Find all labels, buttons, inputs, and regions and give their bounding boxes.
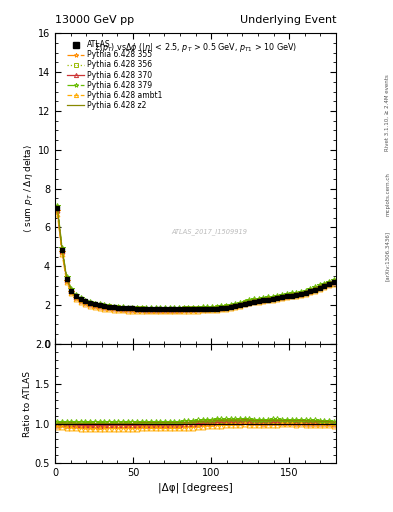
Line: Pythia 6.428 356: Pythia 6.428 356 [55,205,336,311]
Pythia 6.428 z2 [331,278,336,284]
Pythia 6.428 356 [135,305,140,311]
Pythia 6.428 379 [135,305,140,311]
Pythia 6.428 ambt1 [135,308,140,314]
Pythia 6.428 ambt1 [233,304,238,310]
Pythia 6.428 ambt1 [331,281,336,287]
Pythia 6.428 379 [153,305,158,311]
ATLAS [135,306,140,312]
Pythia 6.428 z2 [149,306,153,312]
Pythia 6.428 370 [149,307,153,313]
Pythia 6.428 z2 [139,306,144,312]
Text: $\Sigma(p_T)$ vs$\Delta\phi$ ($|\eta|$ < 2.5, $p_T$ > 0.5 GeV, $p_{T1}$ > 10 GeV: $\Sigma(p_T)$ vs$\Delta\phi$ ($|\eta|$ <… [94,41,297,54]
Pythia 6.428 ambt1 [102,306,107,312]
ATLAS [125,305,130,311]
ATLAS [149,306,153,312]
Y-axis label: $\langle$ sum $p_T$ / $\Delta\eta$ delta$\rangle$: $\langle$ sum $p_T$ / $\Delta\eta$ delta… [22,144,35,233]
Pythia 6.428 370 [153,307,158,313]
Pythia 6.428 370 [125,306,130,312]
Pythia 6.428 379 [233,301,238,307]
Pythia 6.428 370 [233,302,238,308]
Pythia 6.428 356 [149,306,153,312]
Pythia 6.428 355 [55,208,60,214]
Pythia 6.428 355 [233,303,238,309]
ATLAS [102,303,107,309]
Pythia 6.428 355 [144,307,149,313]
Pythia 6.428 356 [153,306,158,312]
Line: Pythia 6.428 370: Pythia 6.428 370 [55,207,336,312]
Pythia 6.428 ambt1 [125,307,130,313]
ATLAS [153,306,158,312]
Pythia 6.428 379 [144,305,149,311]
Line: Pythia 6.428 355: Pythia 6.428 355 [55,208,336,313]
Pythia 6.428 356 [331,279,336,285]
Pythia 6.428 370 [102,304,107,310]
Pythia 6.428 379 [149,305,153,311]
Pythia 6.428 379 [55,203,60,209]
Pythia 6.428 z2 [125,305,130,311]
Text: [arXiv:1306.3436]: [arXiv:1306.3436] [385,231,390,281]
Pythia 6.428 356 [55,204,60,210]
Pythia 6.428 379 [125,305,130,311]
Pythia 6.428 370 [331,279,336,285]
Text: 13000 GeV pp: 13000 GeV pp [55,14,134,25]
Pythia 6.428 379 [331,277,336,283]
Pythia 6.428 379 [102,303,107,309]
Line: Pythia 6.428 379: Pythia 6.428 379 [55,203,336,311]
ATLAS [331,279,336,285]
Pythia 6.428 370 [55,207,60,213]
Pythia 6.428 z2 [55,205,60,211]
ATLAS [55,205,60,211]
Line: Pythia 6.428 ambt1: Pythia 6.428 ambt1 [55,211,336,313]
Pythia 6.428 ambt1 [153,308,158,314]
Line: Pythia 6.428 z2: Pythia 6.428 z2 [57,208,334,309]
Pythia 6.428 356 [233,302,238,308]
Pythia 6.428 355 [102,304,107,310]
Pythia 6.428 355 [153,307,158,313]
Pythia 6.428 ambt1 [55,211,60,217]
Legend: ATLAS, Pythia 6.428 355, Pythia 6.428 356, Pythia 6.428 370, Pythia 6.428 379, P: ATLAS, Pythia 6.428 355, Pythia 6.428 35… [67,40,162,110]
ATLAS [233,303,238,309]
Pythia 6.428 z2 [102,303,107,309]
Y-axis label: Ratio to ATLAS: Ratio to ATLAS [23,371,32,437]
Line: ATLAS: ATLAS [55,206,336,311]
Pythia 6.428 z2 [153,306,158,312]
Pythia 6.428 355 [135,307,140,313]
Pythia 6.428 z2 [135,305,140,311]
Pythia 6.428 ambt1 [149,308,153,314]
ATLAS [144,306,149,312]
Text: Rivet 3.1.10, ≥ 2.4M events: Rivet 3.1.10, ≥ 2.4M events [385,74,390,151]
Pythia 6.428 355 [149,307,153,313]
Text: mcplots.cern.ch: mcplots.cern.ch [385,173,390,217]
Text: ATLAS_2017_I1509919: ATLAS_2017_I1509919 [172,229,248,236]
Pythia 6.428 370 [135,306,140,312]
Pythia 6.428 ambt1 [144,308,149,314]
Pythia 6.428 356 [144,306,149,312]
Pythia 6.428 370 [144,307,149,313]
Pythia 6.428 z2 [233,302,238,308]
Pythia 6.428 355 [331,279,336,285]
Pythia 6.428 355 [125,306,130,312]
Pythia 6.428 356 [125,305,130,311]
Pythia 6.428 356 [102,303,107,309]
X-axis label: |Δφ| [degrees]: |Δφ| [degrees] [158,482,233,493]
Text: Underlying Event: Underlying Event [239,14,336,25]
